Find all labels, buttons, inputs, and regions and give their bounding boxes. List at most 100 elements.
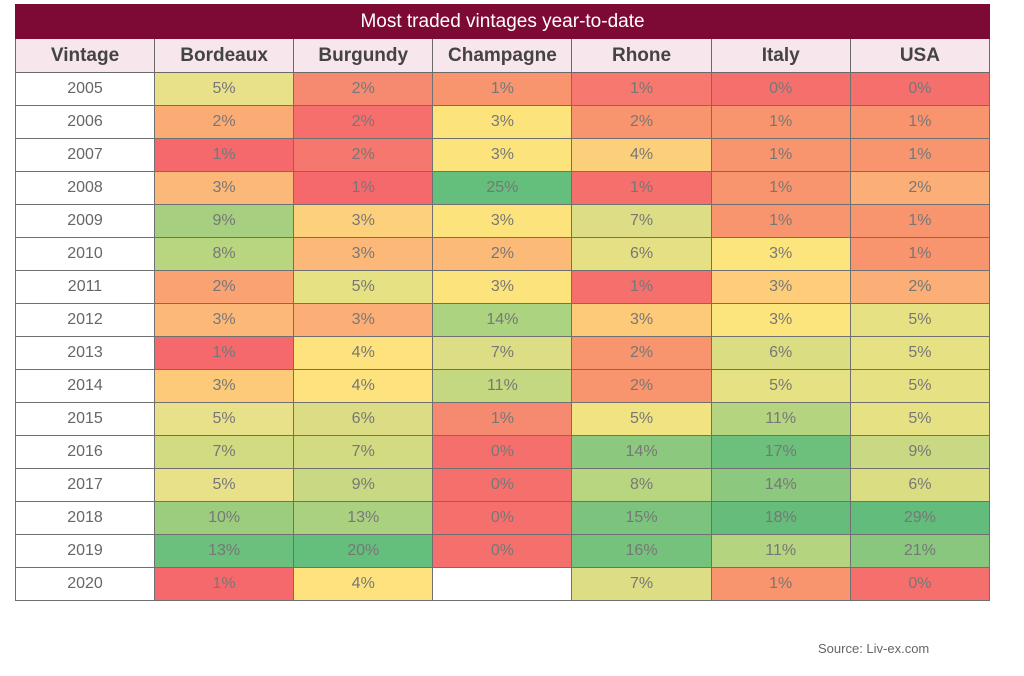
heatmap-cell: 5%: [849, 402, 991, 436]
heatmap-cell: 7%: [571, 204, 712, 238]
heatmap-cell: 3%: [710, 303, 851, 337]
heatmap-cell: 2%: [849, 171, 991, 205]
heatmap-cell: 3%: [293, 303, 434, 337]
heatmap-cell: 25%: [432, 171, 573, 205]
heatmap-cell: 4%: [293, 369, 434, 403]
column-header-burgundy: Burgundy: [293, 38, 434, 73]
column-header-italy: Italy: [710, 38, 851, 73]
heatmap-cell: 3%: [293, 204, 434, 238]
heatmap-cell: 11%: [710, 534, 851, 568]
table-row: 2014 3% 4% 11% 2% 5% 5%: [15, 369, 991, 403]
heatmap-cell: 0%: [849, 72, 991, 106]
heatmap-cell: 0%: [432, 534, 573, 568]
column-header-bordeaux: Bordeaux: [153, 38, 295, 73]
heatmap-cell: 1%: [153, 336, 295, 370]
heatmap-cell: 13%: [293, 501, 434, 535]
heatmap-cell: 1%: [571, 171, 712, 205]
heatmap-cell: 18%: [710, 501, 851, 535]
vintage-label: 2016: [15, 435, 155, 469]
heatmap-cell: 14%: [432, 303, 573, 337]
vintage-label: 2020: [15, 567, 155, 601]
vintage-label: 2011: [15, 270, 155, 304]
vintage-label: 2017: [15, 468, 155, 502]
column-header-usa: USA: [849, 38, 991, 73]
column-header-rhone: Rhone: [571, 38, 712, 73]
heatmap-cell: 6%: [710, 336, 851, 370]
vintage-label: 2006: [15, 105, 155, 139]
heatmap-cell: 5%: [849, 369, 991, 403]
heatmap-cell: 10%: [153, 501, 295, 535]
heatmap-cell: 17%: [710, 435, 851, 469]
heatmap-cell: 5%: [153, 468, 295, 502]
heatmap-cell: 0%: [432, 468, 573, 502]
heatmap-cell: 1%: [710, 171, 851, 205]
heatmap-cell: 0%: [432, 435, 573, 469]
column-header-vintage: Vintage: [15, 38, 155, 73]
heatmap-cell: 9%: [849, 435, 991, 469]
heatmap-cell: 13%: [153, 534, 295, 568]
heatmap-cell: 1%: [849, 138, 991, 172]
heatmap-cell: 1%: [710, 138, 851, 172]
heatmap-cell: 6%: [571, 237, 712, 271]
heatmap-cell: 3%: [153, 171, 295, 205]
heatmap-cell: 1%: [710, 567, 851, 601]
heatmap-cell: 1%: [153, 138, 295, 172]
heatmap-cell: 29%: [849, 501, 991, 535]
heatmap-cell: 0%: [432, 501, 573, 535]
table-row: 2016 7% 7% 0% 14% 17% 9%: [15, 435, 991, 469]
table-row: 2008 3% 1% 25% 1% 1% 2%: [15, 171, 991, 205]
heatmap-cell: 1%: [849, 105, 991, 139]
heatmap-cell: 8%: [153, 237, 295, 271]
heatmap-cell: 1%: [710, 204, 851, 238]
heatmap-cell: 1%: [153, 567, 295, 601]
table-row: 2005 5% 2% 1% 1% 0% 0%: [15, 72, 991, 106]
heatmap-cell: 6%: [293, 402, 434, 436]
heatmap-cell: 9%: [293, 468, 434, 502]
heatmap-cell: 2%: [432, 237, 573, 271]
heatmap-cell: 7%: [571, 567, 712, 601]
heatmap-cell: 3%: [432, 138, 573, 172]
heatmap-cell: 11%: [432, 369, 573, 403]
heatmap-cell: 21%: [849, 534, 991, 568]
heatmap-cell: 7%: [293, 435, 434, 469]
heatmap-cell: 16%: [571, 534, 712, 568]
heatmap-table: Most traded vintages year-to-date Vintag…: [15, 4, 991, 601]
heatmap-cell: 3%: [710, 237, 851, 271]
vintage-label: 2013: [15, 336, 155, 370]
heatmap-cell: 5%: [849, 303, 991, 337]
table-row: 2010 8% 3% 2% 6% 3% 1%: [15, 237, 991, 271]
heatmap-cell: 5%: [153, 72, 295, 106]
chart-title: Most traded vintages year-to-date: [15, 4, 990, 39]
heatmap-cell: 1%: [849, 204, 991, 238]
table-row: 2015 5% 6% 1% 5% 11% 5%: [15, 402, 991, 436]
heatmap-cell: 2%: [571, 336, 712, 370]
heatmap-cell: 3%: [432, 270, 573, 304]
vintage-label: 2014: [15, 369, 155, 403]
heatmap-cell: 3%: [710, 270, 851, 304]
vintage-label: 2018: [15, 501, 155, 535]
heatmap-cell: 14%: [571, 435, 712, 469]
heatmap-cell: [432, 567, 573, 601]
heatmap-cell: 5%: [153, 402, 295, 436]
heatmap-cell: 2%: [153, 270, 295, 304]
heatmap-cell: 2%: [293, 72, 434, 106]
heatmap-cell: 5%: [710, 369, 851, 403]
heatmap-cell: 1%: [571, 270, 712, 304]
heatmap-cell: 2%: [293, 138, 434, 172]
heatmap-cell: 1%: [293, 171, 434, 205]
table-row: 2006 2% 2% 3% 2% 1% 1%: [15, 105, 991, 139]
heatmap-cell: 2%: [153, 105, 295, 139]
vintage-label: 2005: [15, 72, 155, 106]
vintage-label: 2008: [15, 171, 155, 205]
table-row: 2012 3% 3% 14% 3% 3% 5%: [15, 303, 991, 337]
heatmap-cell: 4%: [293, 336, 434, 370]
heatmap-cell: 8%: [571, 468, 712, 502]
heatmap-cell: 2%: [571, 105, 712, 139]
heatmap-cell: 1%: [432, 402, 573, 436]
table-row: 2018 10% 13% 0% 15% 18% 29%: [15, 501, 991, 535]
heatmap-cell: 4%: [571, 138, 712, 172]
heatmap-cell: 2%: [293, 105, 434, 139]
heatmap-cell: 3%: [432, 204, 573, 238]
heatmap-cell: 7%: [153, 435, 295, 469]
heatmap-cell: 7%: [432, 336, 573, 370]
